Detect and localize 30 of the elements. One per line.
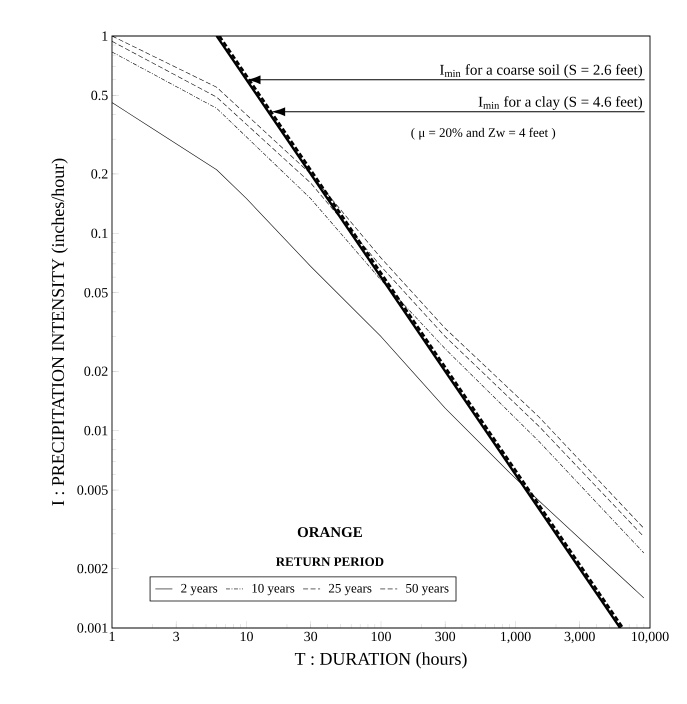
x-axis-title: T : DURATION (hours): [294, 652, 467, 669]
x-tick-label: 30: [304, 632, 318, 642]
y-tick-label: 0.1: [91, 228, 108, 238]
annotation: ( μ = 20% and Zw = 4 feet ): [411, 128, 556, 140]
y-tick-label: 0.002: [77, 564, 108, 574]
legend-label: 2 years: [181, 584, 218, 596]
x-tick-label: 100: [372, 632, 391, 642]
y-tick-label: 0.005: [77, 485, 108, 495]
y-tick-label: 0.001: [77, 623, 108, 633]
x-tick-label: 300: [435, 632, 456, 642]
y-tick-label: 0.01: [84, 426, 108, 436]
text: I$_{min}$ for a coarse soil (S = 2.6 feet): [440, 64, 642, 78]
legend-title: RETURN PERIOD: [276, 557, 384, 566]
x-tick-label: 1: [110, 632, 115, 641]
x-tick-label: 10,000: [632, 632, 669, 644]
y-tick-label: 0.05: [84, 288, 108, 298]
legend-label: 50 years: [406, 584, 449, 596]
y-tick-label: 0.5: [91, 90, 108, 100]
x-tick-label: 1,000: [501, 632, 531, 644]
y-tick-label: 1: [102, 31, 108, 41]
legend-label: 10 years: [252, 584, 294, 596]
y-tick-label: 0.02: [84, 366, 108, 376]
x-tick-label: 10: [240, 632, 253, 642]
text: I$_{min}$ for a clay (S = 4.6 feet): [478, 96, 642, 110]
y-axis-title: I : PRECIPITATION INTENSITY (inches/hour): [51, 158, 68, 506]
annotation: ORANGE: [298, 527, 362, 538]
x-tick-label: 3: [173, 632, 180, 642]
x-tick-label: 3,000: [564, 632, 595, 644]
y-tick-label: 0.2: [91, 169, 108, 179]
legend-label: 25 years: [328, 584, 372, 596]
